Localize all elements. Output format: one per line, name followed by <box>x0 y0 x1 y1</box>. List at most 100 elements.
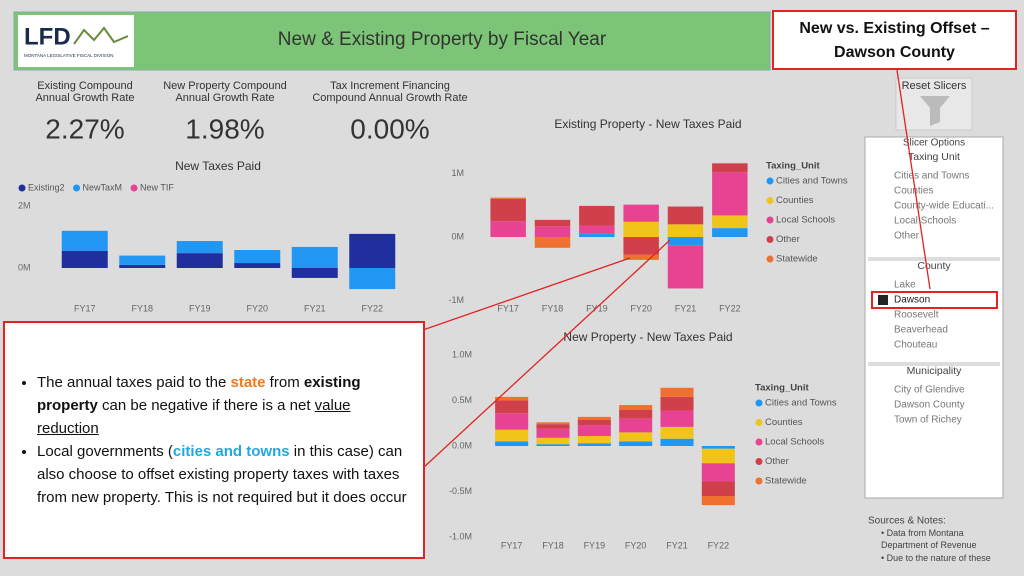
slicer-item[interactable]: Beaverhead <box>894 325 948 336</box>
y-tick-label: 0.0M <box>452 440 472 450</box>
kpi-value: 1.98% <box>185 113 264 144</box>
slicer-item[interactable]: Roosevelt <box>894 310 939 321</box>
bar-segment <box>619 409 653 419</box>
x-tick-label: FY21 <box>675 303 697 313</box>
slicer-divider <box>868 257 1000 261</box>
note-text: Data from Montana Department of Revenue <box>881 528 977 550</box>
bar-segment <box>61 250 108 268</box>
legend-label: Counties <box>776 195 814 206</box>
bar-segment <box>712 163 748 173</box>
note-wrap: • Data from Montana Department of Revenu… <box>881 528 977 550</box>
slicer-item[interactable]: Local Schools <box>894 216 956 227</box>
bar-segment <box>579 205 615 226</box>
slicer-item[interactable]: Town of Richey <box>894 415 962 426</box>
bar-segment <box>490 198 526 222</box>
bar-segment <box>234 263 281 268</box>
y-tick-label: 1.0M <box>452 349 472 359</box>
legend-swatch <box>766 236 774 243</box>
y-tick-label: -1M <box>449 295 465 305</box>
slicer-panel <box>864 136 1004 499</box>
bar-segment <box>623 237 659 255</box>
bar-segment <box>490 221 526 238</box>
slicer-item[interactable]: Lake <box>894 280 916 291</box>
bar-segment <box>667 245 704 289</box>
callout: The annual taxes paid to the state from … <box>3 321 425 559</box>
bar-segment <box>701 446 735 449</box>
legend-swatch <box>755 419 763 426</box>
bar-segment <box>623 254 659 260</box>
bar-segment <box>536 428 570 438</box>
x-tick-label: FY20 <box>630 303 652 313</box>
kpi-label: Existing Compound <box>37 80 132 92</box>
slicer-item[interactable]: County-wide Educati... <box>894 201 994 212</box>
kpi-value: 0.00% <box>350 113 429 144</box>
bar-segment <box>623 221 659 238</box>
bar-segment <box>534 237 571 248</box>
reset-icon <box>920 96 950 126</box>
bar-segment <box>119 255 166 265</box>
y-tick-label: 1M <box>451 168 464 178</box>
bar-segment <box>701 448 735 464</box>
highlight: cities and towns <box>172 443 290 460</box>
bar-segment <box>623 204 659 222</box>
x-tick-label: FY18 <box>131 303 153 313</box>
slicer-item[interactable]: Cities and Towns <box>894 171 969 182</box>
y-tick-label: 0.5M <box>452 395 472 405</box>
x-tick-label: FY17 <box>497 303 519 313</box>
header-bar <box>13 11 771 71</box>
chart-title: Existing Property - New Taxes Paid <box>554 117 741 131</box>
legend-swatch <box>766 177 774 185</box>
x-tick-label: FY21 <box>666 540 688 550</box>
bar-segment <box>619 405 653 410</box>
bar-segment <box>660 438 694 446</box>
bar-segment <box>667 237 704 246</box>
legend-title: Taxing_Unit <box>755 383 809 394</box>
x-tick-label: FY20 <box>625 540 647 550</box>
bar-segment <box>701 496 735 506</box>
bar-segment <box>495 429 529 442</box>
x-tick-label: FY17 <box>501 540 523 550</box>
x-tick-label: FY20 <box>246 303 268 313</box>
chart-title: New Taxes Paid <box>175 159 261 173</box>
underline: value reduction <box>37 397 351 437</box>
bullet: The annual taxes paid to the state from … <box>37 371 413 440</box>
bar-segment <box>701 463 735 482</box>
logo-mark <box>73 26 129 45</box>
text: Local governments ( <box>37 443 173 460</box>
bar-segment <box>291 268 338 278</box>
legend-label: Cities and Towns <box>765 398 837 409</box>
note-item: • Data from Montana Department of Revenu… <box>881 528 977 550</box>
legend-label: Existing2 <box>28 182 65 192</box>
bar-segment <box>495 396 529 401</box>
slicer-header: Municipality <box>907 365 963 377</box>
x-tick-label: FY22 <box>708 540 730 550</box>
slicer-item[interactable]: City of Glendive <box>894 385 965 396</box>
reset-label[interactable]: Reset Slicers <box>902 80 967 92</box>
legend-title: Taxing_Unit <box>766 161 820 172</box>
bar-segment <box>536 424 570 429</box>
legend-swatch <box>755 477 763 485</box>
slicer-item[interactable]: Dawson County <box>894 400 965 411</box>
logo: LFD <box>24 23 71 50</box>
slicer-item[interactable]: Chouteau <box>894 340 937 351</box>
legend-label: Local Schools <box>765 437 824 448</box>
bar-segment <box>660 396 694 411</box>
bar-segment <box>619 441 653 446</box>
bar-segment <box>534 219 571 227</box>
legend-swatch <box>755 458 763 465</box>
x-tick-label: FY18 <box>542 540 564 550</box>
x-tick-label: FY19 <box>189 303 211 313</box>
x-tick-label: FY22 <box>361 303 383 313</box>
bar-segment <box>349 268 396 290</box>
slicer-item[interactable]: Other <box>894 231 920 242</box>
y-tick-label: -0.5M <box>449 486 472 496</box>
bar-segment <box>577 443 611 446</box>
bar-segment <box>577 416 611 420</box>
text: in this case) can also choose to offset … <box>37 443 407 506</box>
callout-title: New vs. Existing Offset – Dawson County <box>772 10 1017 70</box>
kpi-value: 2.27% <box>45 113 124 144</box>
slicer-item[interactable]: Counties <box>894 186 933 197</box>
kpi-label: Annual Growth Rate <box>35 92 134 104</box>
slicer-item[interactable]: Dawson <box>894 295 930 306</box>
legend-label: Other <box>776 234 800 245</box>
